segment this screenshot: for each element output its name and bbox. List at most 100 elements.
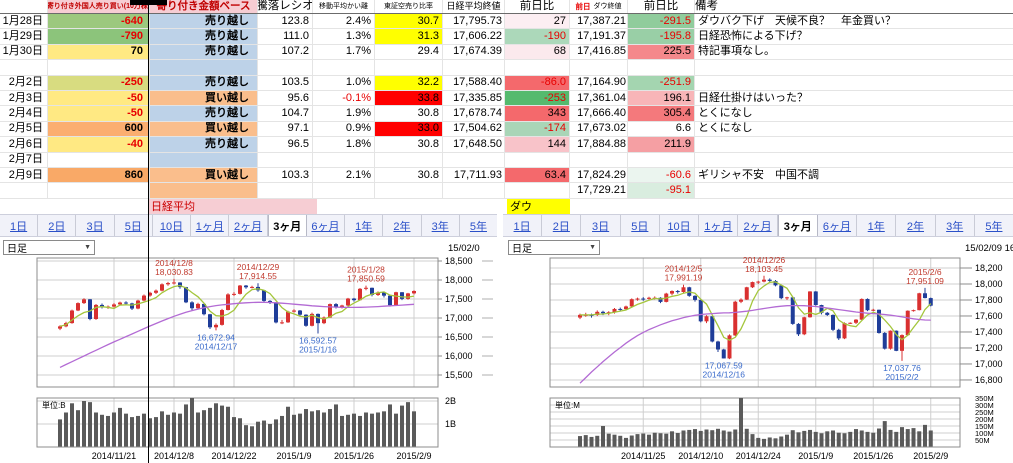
nikkei-chart-block: 日足 ▼ 15/02/0 18,500 18,000 17,500 17,000 16,500… [0, 238, 497, 463]
tab-11-dow[interactable]: 2年 [896, 215, 936, 236]
table-cell: 17,416.85 [570, 44, 628, 60]
svg-text:2014/12/24: 2014/12/24 [736, 451, 781, 461]
table-cell: ギリシャ不安 中国不調 [698, 168, 819, 181]
tab-10-dow[interactable]: 1年 [857, 215, 897, 236]
table-row: 2月7日 [0, 152, 1013, 168]
table-cell: -250 [48, 75, 150, 90]
svg-text:18,103.45: 18,103.45 [745, 264, 783, 274]
table-cell [443, 60, 505, 75]
table-cell: 2月7日 [0, 152, 48, 167]
tab-10-nikkei[interactable]: 1年 [345, 215, 384, 236]
svg-text:17,991.19: 17,991.19 [665, 273, 703, 283]
tab-9-nikkei[interactable]: 6ヶ月 [307, 215, 346, 236]
table-cell: 104.7 [258, 106, 313, 121]
table-cell [375, 60, 443, 75]
tab-8-dow[interactable]: 3ヶ月 [777, 215, 818, 236]
interval-select-nikkei[interactable]: 日足 ▼ [3, 240, 95, 255]
tab-3-dow[interactable]: 3日 [581, 215, 621, 236]
tab-5-dow[interactable]: 10日 [660, 215, 700, 236]
tab-1-dow[interactable]: 1日 [503, 215, 543, 236]
table-cell [150, 152, 258, 167]
table-row: 1月30日 70 売り越し 107.2 1.7% 29.4 17,674.39 68 17,41… [0, 44, 1013, 61]
tab-9-dow[interactable]: 6ヶ月 [818, 215, 858, 236]
svg-text:2015/1/9: 2015/1/9 [798, 451, 833, 461]
tab-8-nikkei[interactable]: 3ヶ月 [267, 215, 307, 236]
table-cell [48, 60, 150, 75]
chart-timestamp: 15/02/0 [448, 243, 480, 254]
svg-text:17,600: 17,600 [975, 311, 1003, 321]
dow-candles [578, 275, 933, 361]
tab-6-dow[interactable]: 1ヶ月 [699, 215, 739, 236]
tab-2-nikkei[interactable]: 2日 [38, 215, 77, 236]
tab-13-dow[interactable]: 5年 [985, 220, 1003, 233]
svg-text:2014/12/17: 2014/12/17 [195, 341, 238, 351]
table-cell: 30.7 [375, 14, 443, 29]
table-cell [628, 152, 695, 167]
freeze-pane-divider[interactable] [148, 0, 149, 463]
svg-text:18,000: 18,000 [445, 275, 473, 285]
table-cell: 103.5 [258, 75, 313, 90]
table-cell: 343 [505, 106, 570, 121]
table-header-row: 寄り付き外国人売り買い(10万株) 寄り付き金額ベース 騰落レシオ 移動平均かい離 東証… [0, 0, 1013, 14]
table-cell: 17,648.50 [443, 137, 505, 152]
dow-ma-short-line [580, 281, 932, 341]
table-cell: 123.8 [258, 14, 313, 29]
tab-6-nikkei[interactable]: 1ヶ月 [191, 215, 230, 236]
table-cell: 17,824.29 [570, 167, 628, 183]
table-cell [695, 137, 1013, 151]
table-cell [443, 183, 505, 198]
dow-volume-bars [578, 398, 933, 447]
tab-13-nikkei[interactable]: 5年 [469, 220, 487, 233]
tab-11-nikkei[interactable]: 2年 [383, 215, 422, 236]
table-cell [375, 183, 443, 198]
svg-text:2014/12/5: 2014/12/5 [665, 264, 703, 274]
table-cell: 2月2日 [0, 75, 48, 90]
table-cell [313, 183, 375, 198]
table-cell [0, 183, 48, 198]
svg-text:2014/12/16: 2014/12/16 [702, 370, 745, 380]
svg-text:2015/1/26: 2015/1/26 [334, 451, 374, 461]
table-cell [258, 60, 313, 75]
table-cell: -50 [48, 90, 150, 106]
table-cell: 2月4日 [0, 106, 48, 121]
svg-text:17,067.59: 17,067.59 [705, 361, 743, 371]
tab-12-dow[interactable]: 3年 [936, 215, 975, 236]
table-cell: 売り越し [150, 29, 258, 44]
tab-7-nikkei[interactable]: 2ヶ月 [229, 215, 268, 236]
svg-text:17,800: 17,800 [975, 295, 1003, 305]
chart-timestamp: 15/02/09 16 [965, 243, 1013, 254]
tab-12-nikkei[interactable]: 3年 [422, 215, 460, 236]
tab-4-dow[interactable]: 5日 [621, 215, 660, 236]
table-cell: 日経恐怖による下げ？ [698, 30, 808, 43]
interval-select-dow[interactable]: 日足 ▼ [508, 240, 600, 255]
tab-2-dow[interactable]: 2日 [542, 215, 582, 236]
table-cell: 買い越し [150, 167, 258, 183]
svg-text:2015/1/9: 2015/1/9 [276, 451, 311, 461]
nikkei-ma-long-line [59, 301, 415, 368]
table-cell: 95.6 [258, 90, 313, 106]
tab-3-nikkei[interactable]: 3日 [76, 215, 115, 236]
table-cell: 17,164.90 [570, 75, 628, 90]
table-cell: -251.9 [628, 75, 695, 90]
dow-section-label: ダウ [507, 198, 570, 214]
table-cell: 107.2 [258, 44, 313, 60]
svg-text:17,000: 17,000 [975, 359, 1003, 369]
tab-1-nikkei[interactable]: 1日 [0, 215, 39, 236]
svg-text:350M: 350M [975, 394, 994, 403]
table-row: 2月3日 -50 買い越し 95.6 -0.1% 33.8 17,335.85 -253 17,… [0, 90, 1013, 107]
table-cell: 6.6 [628, 121, 695, 137]
svg-text:150M: 150M [975, 422, 994, 431]
table-cell: 17,729.21 [570, 183, 628, 198]
tab-4-nikkei[interactable]: 5日 [115, 215, 153, 236]
table-cell: 211.9 [628, 137, 695, 152]
svg-text:50M: 50M [975, 436, 990, 445]
svg-text:2015/1/26: 2015/1/26 [853, 451, 893, 461]
table-cell [695, 76, 1013, 90]
svg-text:17,037.76: 17,037.76 [883, 363, 921, 373]
dow-period-tabbar: 1日 2日 3日 5日 10日 1ヶ月 2ヶ月 3ヶ月 6ヶ月 1年 2年 3年 5年 [503, 214, 1013, 237]
table-cell: 1月29日 [0, 29, 48, 44]
tab-7-dow[interactable]: 2ヶ月 [738, 215, 778, 236]
table-cell: 2月6日 [0, 137, 48, 152]
tab-5-nikkei[interactable]: 10日 [153, 215, 192, 236]
